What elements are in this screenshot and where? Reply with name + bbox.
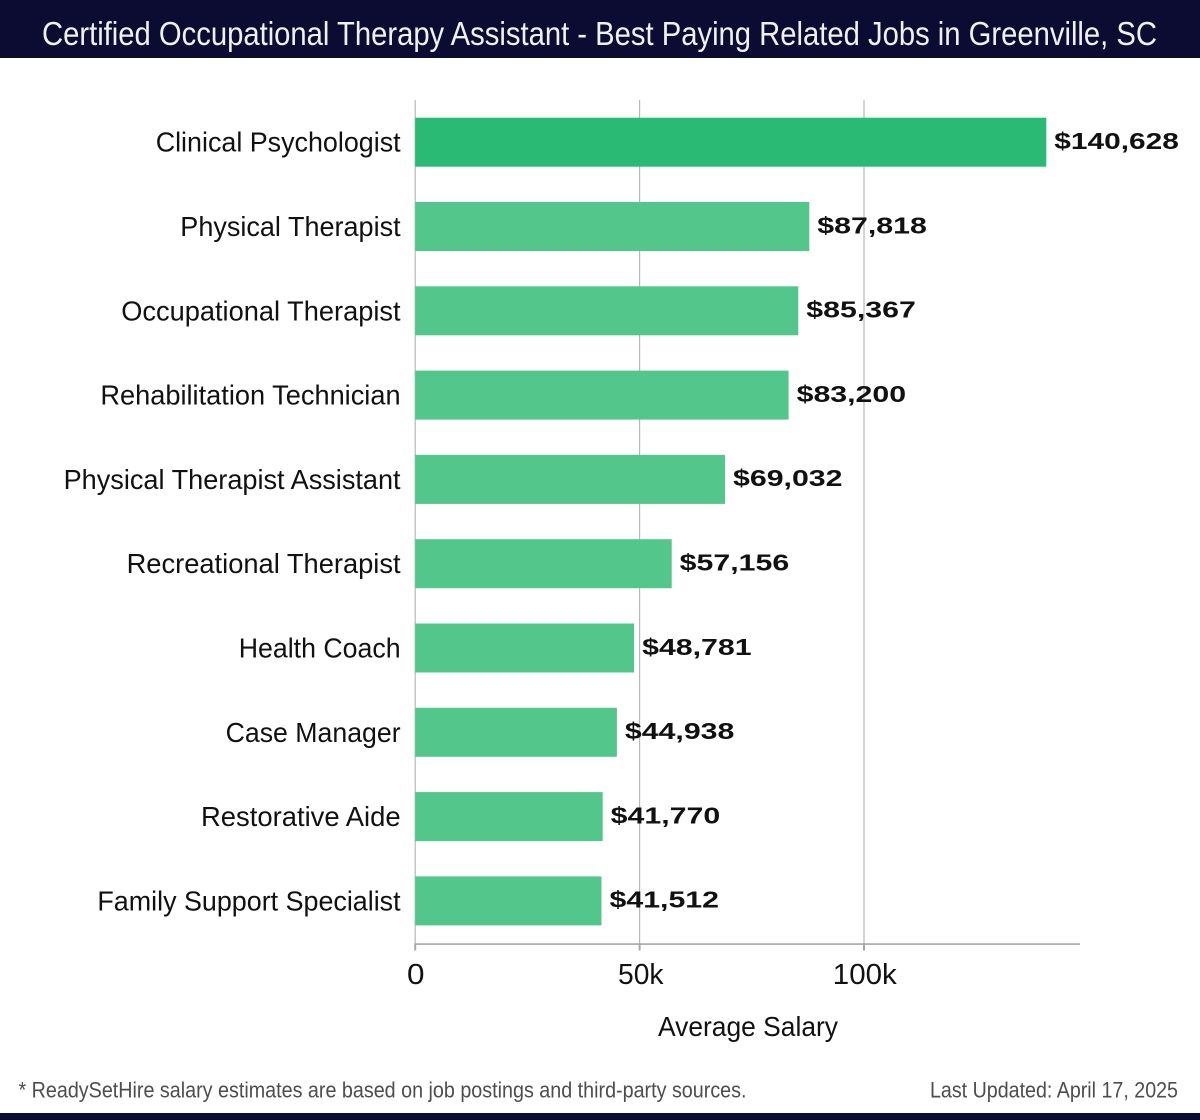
svg-text:Case Manager: Case Manager <box>226 717 401 748</box>
svg-text:$85,367: $85,367 <box>806 297 916 323</box>
svg-text:Clinical Psychologist: Clinical Psychologist <box>156 127 401 158</box>
svg-text:$57,156: $57,156 <box>680 550 790 576</box>
svg-text:Physical Therapist: Physical Therapist <box>180 211 401 242</box>
svg-text:Average Salary: Average Salary <box>658 1011 838 1042</box>
svg-text:Family Support Specialist: Family Support Specialist <box>97 885 401 916</box>
svg-text:$41,512: $41,512 <box>610 887 720 913</box>
svg-text:100k: 100k <box>833 959 898 991</box>
svg-text:Physical Therapist Assistant: Physical Therapist Assistant <box>64 464 401 495</box>
svg-text:$41,770: $41,770 <box>611 802 721 828</box>
svg-text:Restorative Aide: Restorative Aide <box>201 801 401 832</box>
svg-text:$140,628: $140,628 <box>1054 128 1179 154</box>
svg-text:$44,938: $44,938 <box>625 718 735 744</box>
svg-text:Rehabilitation Technician: Rehabilitation Technician <box>100 380 400 411</box>
svg-text:* ReadySetHire salary estimate: * ReadySetHire salary estimates are base… <box>19 1078 747 1103</box>
svg-text:$69,032: $69,032 <box>733 465 843 491</box>
svg-text:Certified Occupational Therapy: Certified Occupational Therapy Assistant… <box>42 16 1157 53</box>
svg-text:Recreational Therapist: Recreational Therapist <box>127 548 401 579</box>
svg-text:Last Updated: April 17, 2025: Last Updated: April 17, 2025 <box>930 1078 1178 1103</box>
svg-text:Health Coach: Health Coach <box>239 633 401 664</box>
svg-text:Occupational Therapist: Occupational Therapist <box>121 295 401 326</box>
svg-text:50k: 50k <box>618 959 664 991</box>
svg-text:0: 0 <box>407 959 425 991</box>
svg-text:$48,781: $48,781 <box>642 634 752 660</box>
svg-text:$83,200: $83,200 <box>797 381 907 407</box>
svg-text:$87,818: $87,818 <box>817 212 927 238</box>
